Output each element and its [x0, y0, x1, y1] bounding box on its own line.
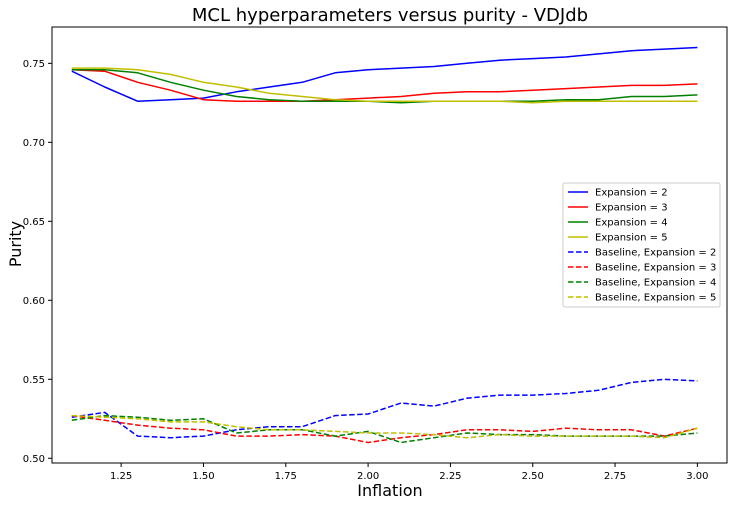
- series-line-6: [71, 414, 698, 444]
- x-tick-label: 2.75: [604, 471, 626, 482]
- legend-label: Expansion = 4: [595, 218, 668, 229]
- series-line-2: [71, 68, 698, 102]
- x-tick-label: 2.00: [357, 471, 379, 482]
- legend-label: Expansion = 3: [595, 203, 668, 214]
- legend-label: Baseline, Expansion = 3: [595, 263, 716, 274]
- chart-title: MCL hyperparameters versus purity - VDJd…: [192, 5, 588, 26]
- series-line-3: [71, 68, 698, 104]
- x-tick-label: 1.75: [275, 471, 297, 482]
- ticks-layer: 1.25 1.50 1.75 2.00 2.25 2.50 2.75 3.00 0.50 0.55…: [23, 59, 709, 482]
- legend-box: [562, 182, 721, 308]
- y-tick-label: 0.75: [23, 59, 45, 70]
- series-line-8: [71, 414, 698, 439]
- x-axis-label: Inflation: [357, 481, 422, 500]
- legend-label: Baseline, Expansion = 5: [595, 293, 716, 304]
- x-tick-label: 2.25: [439, 471, 461, 482]
- series-layer: [71, 46, 698, 444]
- y-tick-label: 0.65: [23, 217, 45, 228]
- legend-label: Baseline, Expansion = 2: [595, 248, 716, 259]
- y-tick-label: 0.70: [23, 138, 45, 149]
- legend: Expansion = 2 Expansion = 3 Expansion = 4 E…: [562, 182, 721, 308]
- legend-label: Baseline, Expansion = 4: [595, 278, 716, 289]
- series-line-4: [71, 67, 698, 104]
- x-tick-label: 2.50: [522, 471, 544, 482]
- y-tick-label: 0.50: [23, 454, 45, 465]
- legend-label: Expansion = 5: [595, 233, 668, 244]
- legend-label: Expansion = 2: [595, 188, 668, 199]
- x-tick-label: 1.50: [192, 471, 214, 482]
- series-line-1: [71, 46, 698, 102]
- y-axis-label: Purity: [6, 221, 25, 267]
- x-tick-label: 1.25: [110, 471, 132, 482]
- series-line-5: [71, 378, 698, 439]
- plot-area-frame: [51, 26, 728, 464]
- x-tick-label: 3.00: [686, 471, 708, 482]
- y-tick-label: 0.55: [23, 375, 45, 386]
- y-tick-label: 0.60: [23, 296, 45, 307]
